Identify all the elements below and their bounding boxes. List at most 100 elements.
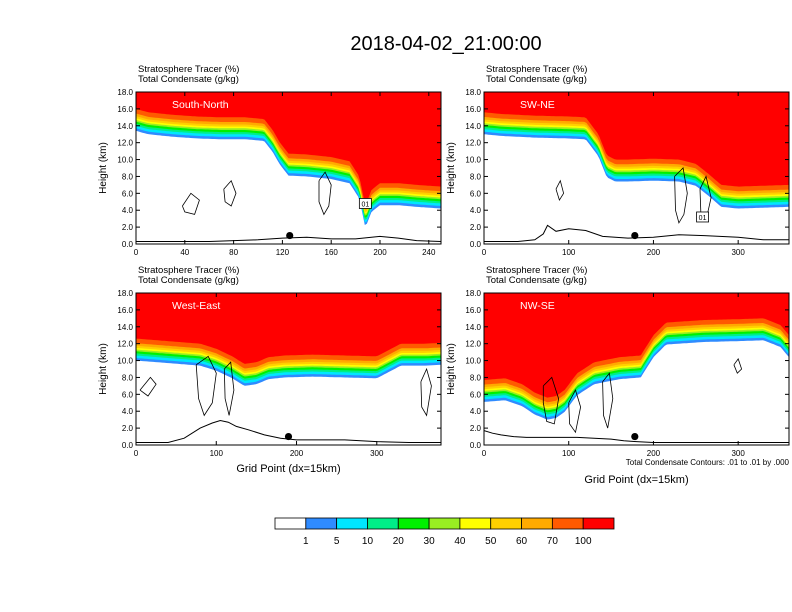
- x-tick-label: 80: [229, 248, 238, 257]
- stratosphere-region: [136, 293, 441, 364]
- y-axis-label: Height (km): [446, 343, 457, 395]
- cloud-contour-0: [318, 171, 332, 216]
- panel-sw-ne: 01 0.0 2.0 4.0 6.0 8.0 10.0 12.0 14.0 16.0 18.0 0 10…: [446, 64, 790, 257]
- y-tick-label: 12.0: [465, 139, 481, 148]
- panel-south-north: 01 0.0 2.0 4.0 6.0 8.0 10.0 12.0 14.0 16.0 18.0 0 40…: [98, 64, 442, 257]
- y-tick-label: 0.0: [470, 441, 482, 450]
- y-tick-label: 10.0: [465, 357, 481, 366]
- y-tick-label: 4.0: [470, 206, 482, 215]
- panel-nw-se: 0.0 2.0 4.0 6.0 8.0 10.0 12.0 14.0 16.0 18.0 0 100 2…: [446, 265, 790, 486]
- y-tick-label: 8.0: [122, 172, 134, 181]
- location-marker: [631, 231, 639, 240]
- y-tick-label: 2.0: [470, 223, 482, 232]
- y-tick-label: 4.0: [122, 407, 134, 416]
- colorbar-label: 1: [303, 536, 309, 547]
- subtitle-tracer: Stratosphere Tracer (%): [138, 64, 239, 75]
- colorbar-label: 60: [516, 536, 528, 547]
- y-tick-label: 6.0: [122, 189, 134, 198]
- colorbar-swatch-0: [274, 517, 307, 530]
- y-tick-label: 8.0: [122, 373, 134, 382]
- y-tick-label: 16.0: [117, 306, 133, 315]
- colorbar-label: 100: [575, 536, 592, 547]
- cloud-contour-2: [602, 372, 614, 429]
- y-tick-label: 2.0: [470, 424, 482, 433]
- x-tick-label: 100: [210, 449, 224, 458]
- panel-west-east: 0.0 2.0 4.0 6.0 8.0 10.0 12.0 14.0 16.0 18.0 0 100 2…: [98, 265, 442, 475]
- x-tick-label: 100: [562, 248, 576, 257]
- subtitle-tracer: Stratosphere Tracer (%): [486, 265, 587, 276]
- x-tick-label: 0: [134, 248, 139, 257]
- y-tick-label: 8.0: [470, 172, 482, 181]
- y-tick-label: 0.0: [122, 441, 134, 450]
- x-tick-label: 160: [325, 248, 339, 257]
- cloud-contour-2: [555, 179, 565, 202]
- colorbar-label: 30: [424, 536, 436, 547]
- y-axis-label: Height (km): [98, 343, 109, 395]
- plot-frame: [483, 292, 790, 446]
- cloud-contour-0: [195, 355, 217, 417]
- stratosphere-region: [136, 92, 441, 203]
- x-tick-label: 200: [647, 449, 661, 458]
- colorbar-swatch-8: [521, 517, 553, 530]
- plot-frame: [483, 91, 790, 245]
- y-tick-label: 10.0: [117, 156, 133, 165]
- x-tick-label: 200: [373, 248, 387, 257]
- terrain-line: [484, 430, 789, 443]
- contour-label: 01: [699, 215, 707, 222]
- y-tick-label: 16.0: [117, 105, 133, 114]
- cloud-contour-1: [568, 389, 582, 434]
- y-tick-label: 14.0: [465, 323, 481, 332]
- y-tick-label: 4.0: [122, 206, 134, 215]
- x-tick-label: 100: [562, 449, 576, 458]
- contour-label-box: [358, 198, 372, 209]
- plot-body: 01: [484, 92, 789, 242]
- colorbar-swatch-1: [305, 517, 338, 530]
- panel-name: South-North: [172, 99, 229, 111]
- colorbar-swatch-7: [490, 517, 522, 530]
- y-tick-label: 8.0: [470, 373, 482, 382]
- y-axis-label: Height (km): [446, 142, 457, 194]
- y-axis-label: Height (km): [98, 142, 109, 194]
- y-tick-label: 12.0: [117, 340, 133, 349]
- y-tick-label: 0.0: [470, 240, 482, 249]
- colorbar-label: 70: [547, 536, 559, 547]
- plot-frame: [135, 292, 442, 446]
- x-tick-label: 0: [482, 449, 487, 458]
- colorbar-swatch-6: [459, 517, 492, 530]
- terrain-line: [136, 419, 441, 443]
- y-tick-label: 4.0: [470, 407, 482, 416]
- subtitle-condensate: Total Condensate (g/kg): [486, 275, 587, 286]
- cloud-contour-3: [733, 358, 743, 374]
- colorbar-swatch-5: [428, 517, 461, 530]
- x-tick-label: 240: [422, 248, 436, 257]
- subtitle-condensate: Total Condensate (g/kg): [138, 275, 239, 286]
- y-tick-label: 16.0: [465, 306, 481, 315]
- y-tick-label: 10.0: [117, 357, 133, 366]
- y-tick-label: 18.0: [465, 289, 481, 298]
- colorbar-swatch-4: [397, 517, 430, 530]
- cloud-contour-3: [139, 376, 157, 397]
- y-tick-label: 2.0: [122, 223, 134, 232]
- colorbar-label: 20: [393, 536, 405, 547]
- panel-name: SW-NE: [520, 99, 555, 111]
- terrain-line: [484, 224, 789, 242]
- y-tick-label: 6.0: [470, 390, 482, 399]
- x-axis-label: Grid Point (dx=15km): [236, 463, 340, 475]
- colorbar-label: 40: [454, 536, 466, 547]
- y-tick-label: 14.0: [117, 323, 133, 332]
- location-marker: [286, 231, 294, 240]
- subtitle-tracer: Stratosphere Tracer (%): [486, 64, 587, 75]
- colorbar-label: 5: [334, 536, 340, 547]
- stratosphere-region: [484, 92, 789, 187]
- plot-body: 01: [136, 92, 441, 242]
- contour-footnote: Total Condensate Contours: .01 to .01 by…: [626, 458, 790, 467]
- colorbar-label: 10: [362, 536, 374, 547]
- cloud-contour-0: [674, 167, 688, 224]
- y-tick-label: 10.0: [465, 156, 481, 165]
- stratosphere-region: [484, 293, 789, 398]
- x-tick-label: 40: [180, 248, 189, 257]
- x-tick-label: 200: [290, 449, 304, 458]
- panel-name: West-East: [172, 300, 220, 312]
- x-tick-label: 300: [731, 449, 745, 458]
